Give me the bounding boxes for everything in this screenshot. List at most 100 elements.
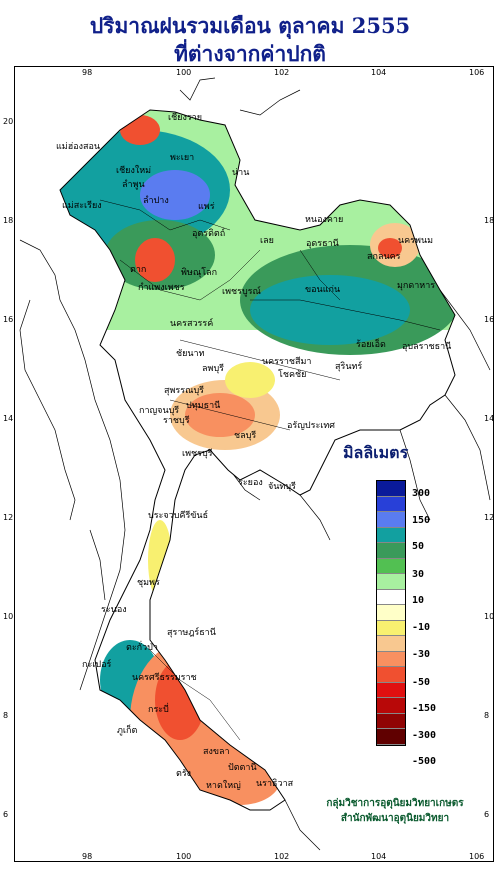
place-label: สงขลา	[203, 747, 230, 757]
thailand-outline	[59, 109, 456, 811]
place-label: ระยอง	[238, 478, 263, 488]
place-label: เลย	[260, 236, 274, 246]
legend-swatch	[377, 543, 405, 559]
legend-swatch	[377, 481, 405, 497]
place-label: เพชรบุรี	[182, 449, 213, 459]
legend-swatch	[377, 589, 405, 605]
bottom-lon-label: 98	[82, 852, 93, 861]
legend-swatch	[377, 620, 405, 636]
place-label: นครราชสีมา	[262, 357, 312, 367]
legend-label: -500	[412, 756, 437, 767]
legend-title: มิลลิเมตร	[343, 443, 409, 462]
left-lat-label: 14	[3, 414, 14, 423]
top-lon-label: 102	[274, 68, 290, 77]
place-label: ลำปาง	[143, 196, 169, 206]
place-label: ตรัง	[176, 769, 192, 779]
place-label: ปทุมธานี	[186, 401, 221, 411]
top-lon-label: 106	[469, 68, 485, 77]
place-label: หนองคาย	[305, 215, 344, 225]
right-lat-label: 10	[484, 612, 495, 621]
place-label: แพร่	[198, 202, 215, 212]
place-label: ภูเก็ต	[117, 726, 138, 736]
place-label: เชียงราย	[168, 113, 203, 123]
map-subtitle: ที่ต่างจากค่าปกติ	[174, 41, 326, 66]
credit-line-1: กลุ่มวิชาการอุตุนิยมวิทยาเกษตร	[326, 798, 464, 809]
legend-swatch	[377, 574, 405, 590]
place-label: ลพบุรี	[202, 364, 224, 374]
top-lon-label: 100	[176, 68, 192, 77]
map-title: ปริมาณฝนรวมเดือน ตุลาคม 2555	[89, 13, 411, 38]
legend-label: 10	[412, 595, 425, 606]
bottom-lon-label: 104	[371, 852, 387, 861]
legend-label: -50	[412, 677, 431, 688]
right-lat-label: 14	[484, 414, 495, 423]
place-label: โชคชัย	[278, 370, 307, 380]
place-label: นครสวรรค์	[170, 319, 214, 329]
place-label: สกลนคร	[367, 252, 401, 262]
legend-swatch	[377, 496, 405, 512]
place-label: ชุมพร	[137, 578, 160, 588]
place-label: พะเยา	[170, 153, 195, 163]
place-label: เชียงใหม่	[116, 166, 152, 176]
place-label: อุตรดิตถ์	[192, 229, 226, 239]
place-label: มุกดาหาร	[397, 281, 436, 291]
legend-swatch	[377, 636, 405, 652]
place-label: พิษณุโลก	[181, 268, 218, 278]
place-label: สุพรรณบุรี	[164, 386, 204, 396]
place-label: ชัยนาท	[176, 349, 205, 359]
right-lat-label: 8	[484, 711, 490, 720]
left-lat-label: 8	[3, 711, 9, 720]
left-lat-label: 18	[3, 216, 14, 225]
top-lon-label: 98	[82, 68, 93, 77]
legend-swatch	[377, 682, 405, 698]
place-label: ร้อยเอ็ด	[356, 340, 386, 350]
right-lat-label: 16	[484, 315, 495, 324]
top-lon-label: 104	[371, 68, 387, 77]
place-label: นครพนม	[398, 236, 434, 246]
left-lat-label: 6	[3, 810, 9, 819]
place-label: สุรินทร์	[335, 362, 363, 372]
place-label: นราธิวาส	[256, 779, 294, 789]
place-label: กระบี่	[148, 705, 169, 715]
right-lat-label: 12	[484, 513, 495, 522]
legend-label: 30	[412, 569, 425, 580]
legend-swatch	[377, 605, 405, 621]
legend-swatch	[377, 512, 405, 528]
legend-label: 150	[412, 515, 431, 526]
place-label: น่าน	[232, 168, 250, 178]
right-lat-label: 18	[484, 216, 495, 225]
place-label: ขอนแก่น	[305, 285, 341, 295]
credit-line-2: สำนักพัฒนาอุตุนิยมวิทยา	[340, 813, 450, 824]
legend-swatch	[377, 558, 405, 574]
place-label: กำแพงเพชร	[138, 283, 185, 293]
place-label: กะเปอร์	[82, 660, 112, 670]
place-label: ปัตตานี	[228, 763, 257, 773]
place-label: ตาก	[130, 265, 147, 275]
legend-label: -300	[412, 730, 437, 741]
left-lat-label: 12	[3, 513, 14, 522]
left-lat-label: 16	[3, 315, 14, 324]
legend-label: 50	[412, 541, 425, 552]
place-label: ระนอง	[101, 605, 127, 615]
legend-swatch	[377, 713, 405, 729]
right-lat-label: 6	[484, 810, 490, 819]
left-lat-label: 10	[3, 612, 14, 621]
place-label: ราชบุรี	[163, 416, 190, 426]
legend-swatch	[377, 698, 405, 714]
place-label: ตะกั่วป่า	[126, 643, 158, 653]
legend-colorbar	[376, 480, 406, 746]
place-label: กาญจนบุรี	[139, 406, 180, 416]
place-label: เพชรบูรณ์	[222, 287, 261, 297]
place-label: แม่ฮ่องสอน	[56, 142, 101, 152]
place-label: หาดใหญ่	[206, 781, 241, 791]
place-label: ชลบุรี	[234, 431, 257, 441]
legend-label: 300	[412, 488, 431, 499]
place-label: สุราษฎร์ธานี	[167, 628, 216, 638]
place-label: นครศรีธรรมราช	[132, 673, 197, 683]
place-label: จันทบุรี	[268, 482, 296, 492]
place-label: อุบลราชธานี	[402, 342, 452, 352]
place-label: อุดรธานี	[306, 239, 339, 249]
bottom-lon-label: 100	[176, 852, 192, 861]
province-borders	[99, 199, 441, 741]
place-label: ประจวบคีรีขันธ์	[148, 511, 209, 521]
